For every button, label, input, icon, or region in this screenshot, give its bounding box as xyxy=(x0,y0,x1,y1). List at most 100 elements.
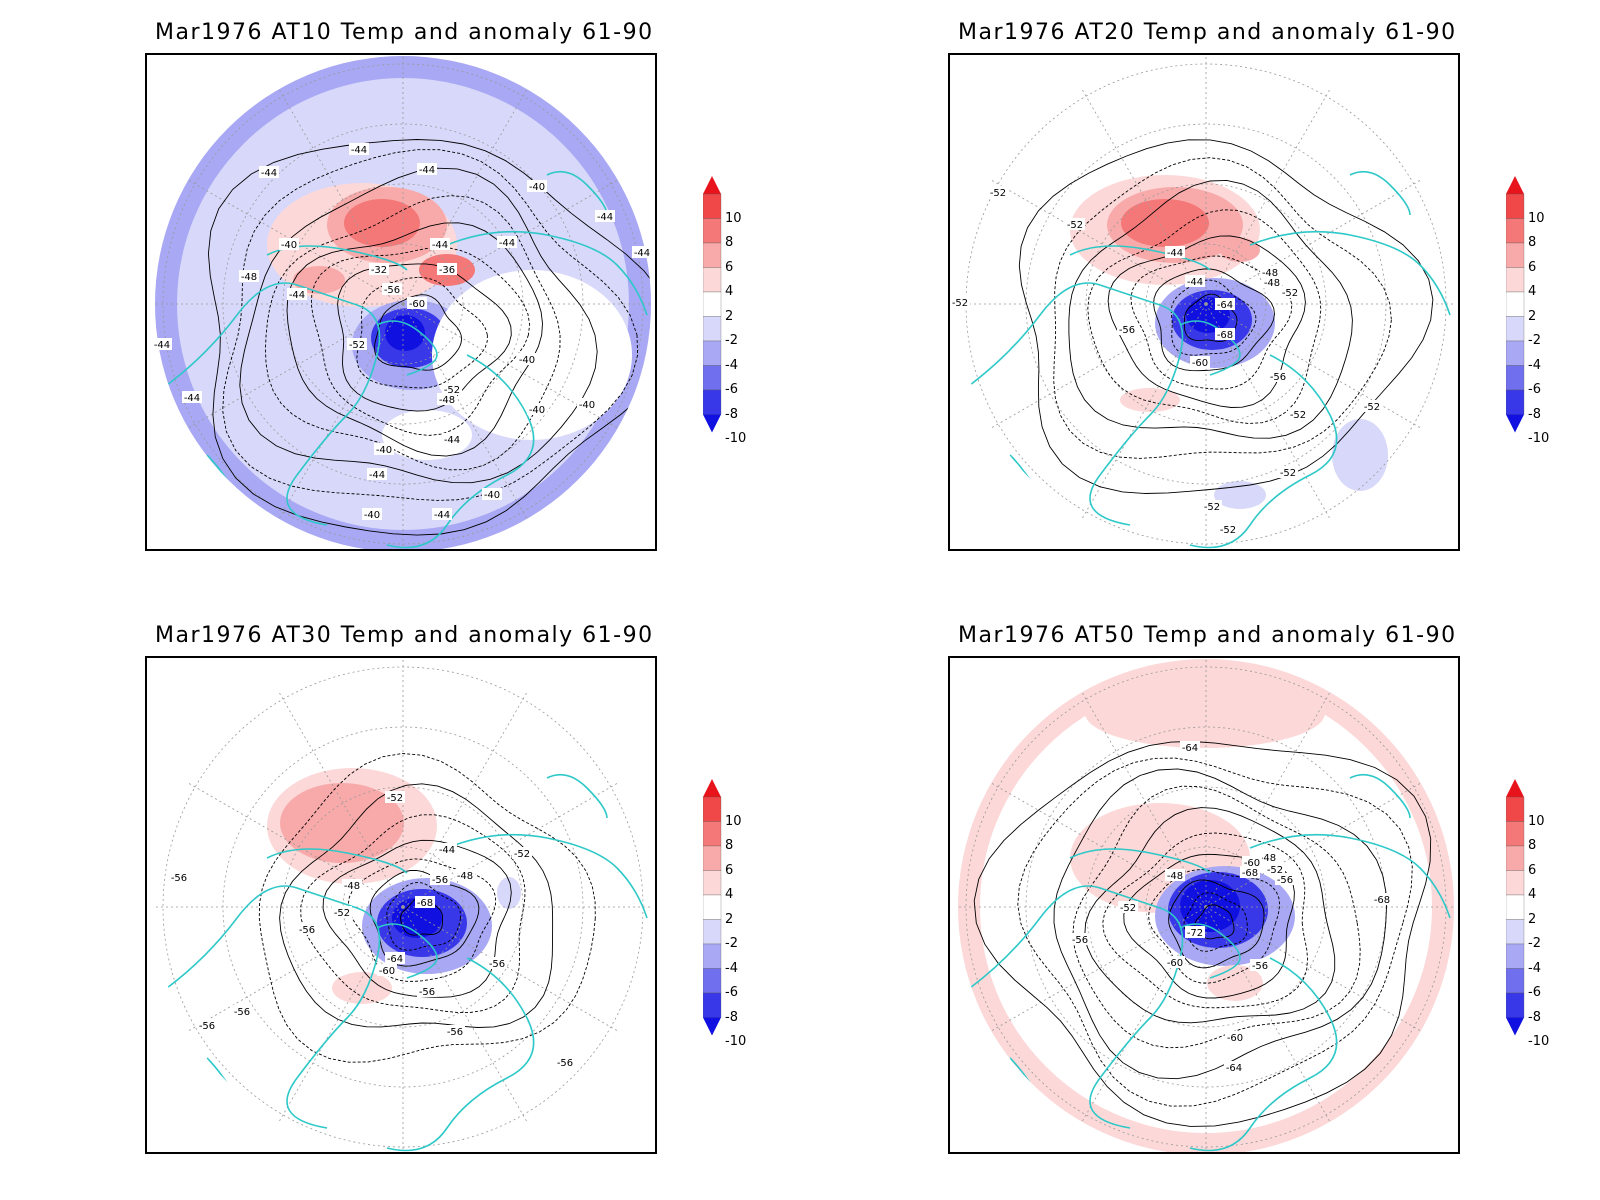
isotherm-contour xyxy=(258,753,596,1063)
colorbar-tick-label: -6 xyxy=(1528,985,1541,1000)
colorbar-swatch xyxy=(1505,894,1525,920)
svg-text:-40: -40 xyxy=(376,445,392,456)
colorbar-tick-label: 6 xyxy=(725,259,734,275)
svg-text:-44: -44 xyxy=(369,470,385,481)
svg-text:-52: -52 xyxy=(1282,288,1298,299)
svg-text:-48: -48 xyxy=(1262,268,1278,279)
svg-text:-52: -52 xyxy=(1067,220,1083,231)
graticule-meridian xyxy=(402,782,618,908)
colorbar-tick-label: -6 xyxy=(725,985,738,1000)
svg-text:-44: -44 xyxy=(444,435,460,446)
svg-text:-60: -60 xyxy=(379,966,395,977)
contour-label: -44 xyxy=(1185,275,1205,288)
contour-label: -44 xyxy=(442,433,462,446)
svg-text:-72: -72 xyxy=(1187,928,1203,939)
contour-label: -52 xyxy=(442,383,462,396)
colorbar-swatch xyxy=(702,291,722,317)
anomaly-shading xyxy=(293,266,345,294)
graticule-meridian xyxy=(278,303,404,519)
svg-text:-60: -60 xyxy=(1167,958,1183,969)
colorbar: 10 8 6 4 2 -2 -4 -6 -8 -10 xyxy=(702,779,763,1059)
colorbar-swatch xyxy=(702,894,722,920)
contour-label: -48 xyxy=(1262,276,1282,289)
colorbar: 10 8 6 4 2 -2 -4 -6 -8 -10 xyxy=(702,176,763,456)
isotherm-contour xyxy=(1168,879,1265,969)
anomaly-shading xyxy=(382,410,472,460)
graticule-meridian xyxy=(188,906,404,1032)
contour-label: -64 xyxy=(1224,1061,1244,1074)
svg-text:-44: -44 xyxy=(184,393,200,404)
graticule-meridian xyxy=(991,303,1207,429)
colorbar-tick-label: 2 xyxy=(1528,911,1537,927)
colorbar-swatch xyxy=(702,389,722,415)
contour-label: -56 xyxy=(487,957,507,970)
svg-text:-44: -44 xyxy=(1167,248,1183,259)
contour-label: -44 xyxy=(152,338,172,351)
graticule-meridian xyxy=(1205,89,1331,305)
colorbar-swatch xyxy=(702,316,722,342)
colorbar-tick-label: -10 xyxy=(1528,1034,1550,1049)
colorbar-swatch xyxy=(1505,968,1525,994)
graticule-meridian xyxy=(1205,906,1421,1032)
colorbar-tick-label: -8 xyxy=(725,1009,738,1025)
svg-text:-60: -60 xyxy=(1192,358,1208,369)
contour-label: -48 xyxy=(342,879,362,892)
graticule-meridian xyxy=(1081,303,1207,519)
contour-label: -52 xyxy=(1202,500,1222,513)
colorbar-tick-label: -4 xyxy=(1528,357,1541,373)
svg-text:-52: -52 xyxy=(444,385,460,396)
contour-label: -56 xyxy=(555,1056,575,1069)
map-disc xyxy=(155,56,651,549)
contour-label: -56 xyxy=(1070,933,1090,946)
contour-label: -60 xyxy=(1242,856,1262,869)
colorbar-tick-label: 10 xyxy=(725,210,742,226)
colorbar-tick-label: 4 xyxy=(725,284,734,299)
colorbar-swatch xyxy=(702,870,722,896)
colorbar-arrow-bottom xyxy=(1506,1017,1524,1036)
colorbar-tick-label: -8 xyxy=(1528,406,1541,422)
coastline xyxy=(1069,848,1211,874)
contour-label: -40 xyxy=(527,180,547,193)
contour-label: -40 xyxy=(482,488,502,501)
contour-label: -56 xyxy=(1275,873,1295,886)
contour-label: -32 xyxy=(369,263,389,276)
contour-label: -40 xyxy=(517,353,537,366)
isotherm-contour xyxy=(386,881,462,951)
colorbar-tick-label: 6 xyxy=(725,862,734,878)
svg-text:-60: -60 xyxy=(1227,1033,1243,1044)
contour-label: -64 xyxy=(1215,298,1235,311)
colorbar-tick-label: 6 xyxy=(1528,862,1537,878)
coastline xyxy=(1189,957,1338,1152)
polar-map: -44 -44 -44 -40 -44 -44 -44 -36 -32 -40 -48 -44 -56-… xyxy=(145,53,657,551)
isotherm-contour xyxy=(1153,268,1275,372)
graticule-meridian xyxy=(1205,692,1331,908)
contour-label: -56 xyxy=(382,283,402,296)
graticule-meridian xyxy=(402,692,528,908)
svg-text:-40: -40 xyxy=(519,355,535,366)
contour-label: -44 xyxy=(497,236,517,249)
coastline xyxy=(446,230,648,316)
svg-text:-52: -52 xyxy=(387,793,403,804)
svg-text:-52: -52 xyxy=(1290,410,1306,421)
svg-text:-52: -52 xyxy=(990,188,1006,199)
isotherm-contour xyxy=(1183,892,1248,952)
colorbar-swatch xyxy=(702,242,722,268)
anomaly-shading xyxy=(1220,238,1260,262)
colorbar-tick-label: 8 xyxy=(725,838,734,853)
contour-label: -56 xyxy=(232,1005,252,1018)
svg-text:-44: -44 xyxy=(1187,277,1203,288)
colorbar-arrow-top xyxy=(1506,176,1524,194)
contour-label: -44 xyxy=(287,288,307,301)
colorbar-swatch xyxy=(1505,943,1525,969)
svg-text:-52: -52 xyxy=(1220,525,1236,536)
isotherm-contour xyxy=(286,222,543,457)
contour-label: -52 xyxy=(950,296,970,309)
map-disc xyxy=(155,659,651,1152)
svg-text:-48: -48 xyxy=(241,272,257,283)
colorbar-swatch xyxy=(1505,242,1525,268)
contour-label: -44 xyxy=(437,843,457,856)
graticule-meridian xyxy=(278,692,404,908)
colorbar-swatch xyxy=(702,340,722,366)
contour-label: -52 xyxy=(1265,863,1285,876)
isotherm-contour xyxy=(1148,869,1281,984)
